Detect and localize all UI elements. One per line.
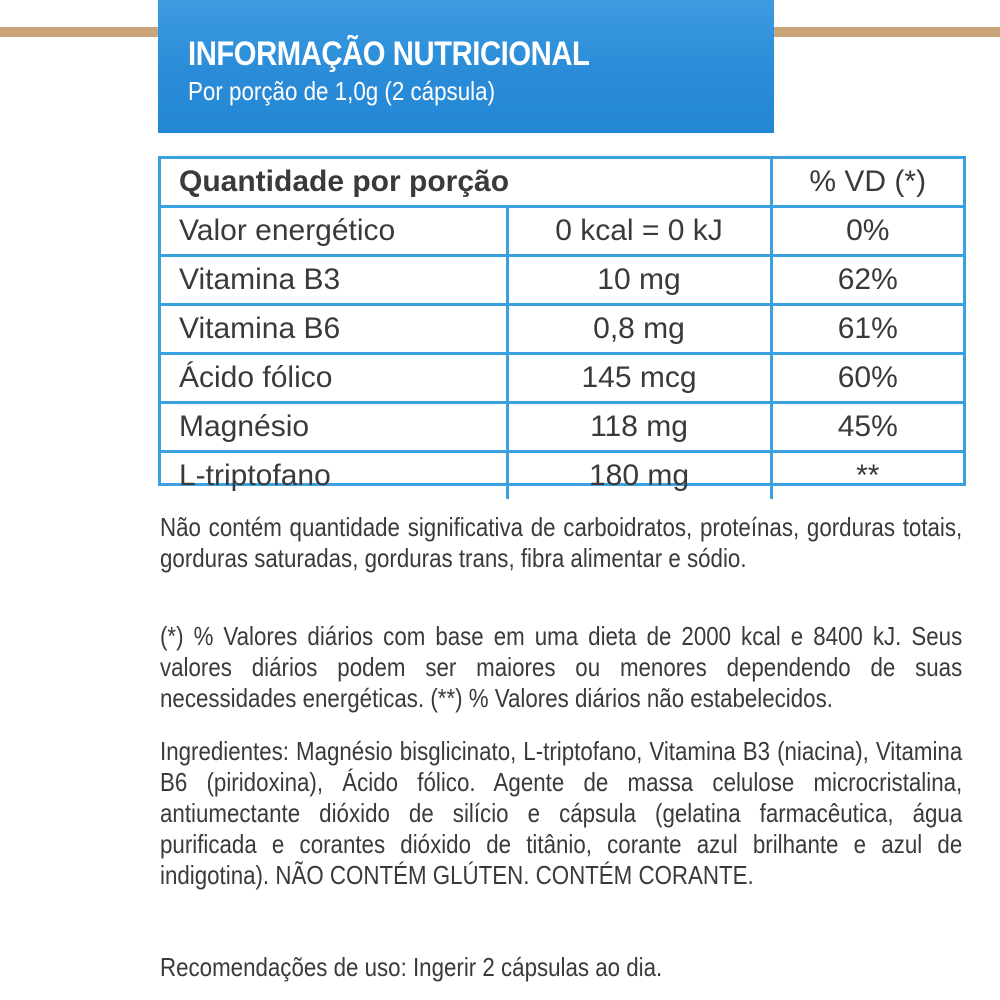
not-contains-note: Não contém quantidade significativa de c… [160, 512, 962, 574]
nutrient-name: Magnésio [161, 401, 509, 453]
nutrient-vd: 62% [769, 254, 963, 306]
nutrient-vd: 61% [769, 303, 963, 355]
nutrient-vd: 0% [769, 205, 963, 257]
not-contains-text: Não contém quantidade significativa de c… [160, 512, 963, 573]
nutrient-name: Vitamina B3 [161, 254, 509, 306]
decorative-stripe-right [772, 27, 1000, 37]
ingredients-note: Ingredientes: Magnésio bisglicinato, L-t… [160, 736, 962, 891]
daily-values-note: (*) % Valores diários com base em uma di… [160, 621, 962, 714]
nutrient-amount: 0 kcal = 0 kJ [505, 205, 773, 257]
table-header-vd: % VD (*) [769, 159, 963, 208]
decorative-stripe-left [0, 27, 160, 37]
usage-note: Recomendações de uso: Ingerir 2 cápsulas… [160, 952, 962, 983]
table-header-row: Quantidade por porção % VD (*) [161, 159, 963, 208]
nutrient-amount: 180 mg [505, 450, 773, 499]
nutrient-name: Vitamina B6 [161, 303, 509, 355]
nutrient-name: Ácido fólico [161, 352, 509, 404]
nutrient-amount: 118 mg [505, 401, 773, 453]
nutrient-amount: 10 mg [505, 254, 773, 306]
header-subtitle: Por porção de 1,0g (2 cápsula) [188, 76, 496, 106]
nutrient-amount: 145 mcg [505, 352, 773, 404]
nutrient-name: Valor energético [161, 205, 509, 257]
table-row: Vitamina B6 0,8 mg 61% [161, 303, 963, 355]
ingredients-text: Ingredientes: Magnésio bisglicinato, L-t… [160, 736, 963, 890]
nutrient-vd: ** [769, 450, 963, 499]
nutrition-table: Quantidade por porção % VD (*) Valor ene… [158, 156, 966, 499]
table-row: Valor energético 0 kcal = 0 kJ 0% [161, 205, 963, 257]
header-title: INFORMAÇÃO NUTRICIONAL [188, 35, 590, 73]
daily-values-text: (*) % Valores diários com base em uma di… [160, 621, 963, 713]
usage-text: Recomendações de uso: Ingerir 2 cápsulas… [160, 952, 663, 982]
table-header-label: Quantidade por porção [161, 159, 773, 208]
nutrition-header: INFORMAÇÃO NUTRICIONAL Por porção de 1,0… [158, 0, 774, 133]
nutrient-amount: 0,8 mg [505, 303, 773, 355]
nutrient-vd: 45% [769, 401, 963, 453]
nutrient-name: L-triptofano [161, 450, 509, 499]
table-row: Vitamina B3 10 mg 62% [161, 254, 963, 306]
table-row: L-triptofano 180 mg ** [161, 450, 963, 499]
table-row: Magnésio 118 mg 45% [161, 401, 963, 453]
table-row: Ácido fólico 145 mcg 60% [161, 352, 963, 404]
nutrient-vd: 60% [769, 352, 963, 404]
